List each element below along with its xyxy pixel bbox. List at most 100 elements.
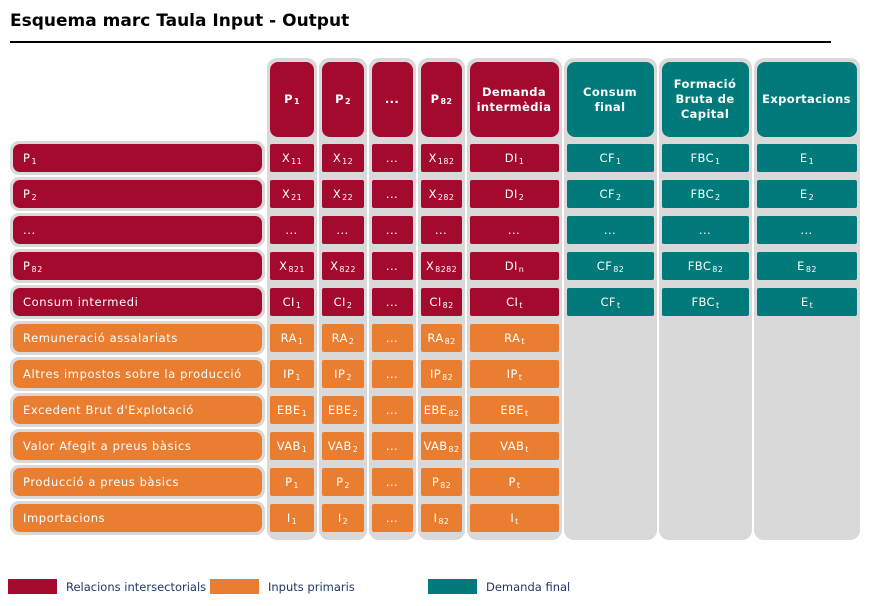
table-cell: ...: [757, 216, 857, 244]
cell-subscript: 82: [448, 444, 460, 454]
cell-text: CF: [596, 259, 613, 273]
cell-text: P: [336, 475, 344, 489]
cell-subscript: t: [518, 372, 523, 382]
cell-subscript: 2: [346, 372, 352, 382]
legend-swatch: [428, 579, 477, 594]
cell-text: P: [285, 475, 293, 489]
cell-text: FBC: [687, 259, 712, 273]
table-cell: EBE 1: [270, 396, 314, 424]
cell-text: X: [279, 259, 288, 273]
cell-subscript: 82: [805, 264, 817, 274]
cell-subscript: 82: [442, 372, 454, 382]
table-cell: CI 1: [270, 288, 314, 316]
cell-text: CI: [282, 295, 295, 309]
cell-text: Consum intermedi: [23, 295, 139, 309]
cell-text: ...: [507, 223, 521, 237]
cell-text: E: [799, 187, 808, 201]
page-title: Esquema marc Taula Input - Output: [10, 11, 350, 31]
cell-subscript: t: [525, 408, 529, 418]
cell-subscript: 2: [31, 192, 38, 202]
cell-text: ...: [698, 223, 712, 237]
cell-subscript: 2: [352, 408, 359, 418]
cell-subscript: 82: [438, 516, 450, 526]
cell-text: X: [330, 259, 339, 273]
cell-text: CI: [429, 295, 442, 309]
table-cell: X 182: [421, 144, 462, 172]
cell-text: ...: [800, 223, 813, 237]
table-cell: CI 2: [322, 288, 364, 316]
cell-text: Consum final: [583, 84, 637, 114]
cell-text: ...: [385, 475, 399, 489]
cell-subscript: 2: [346, 300, 353, 310]
cell-text: P: [508, 475, 516, 489]
cell-text: VAB: [327, 439, 352, 453]
cell-text: VAB: [423, 439, 448, 453]
cell-text: Altres impostos sobre la producció: [23, 367, 242, 381]
cell-text: ...: [385, 151, 399, 165]
table-cell: EBE t: [470, 396, 559, 424]
cell-subscript: 282: [437, 192, 455, 202]
row-header: Consum intermedi: [13, 288, 262, 316]
table-cell: ...: [372, 180, 413, 208]
cell-text: Formació Bruta de Capital: [673, 77, 737, 121]
cell-text: ...: [385, 439, 399, 453]
column-header: Consum final: [567, 62, 654, 137]
cell-subscript: t: [516, 480, 521, 490]
table-cell: IP t: [470, 360, 559, 388]
cell-text: DI: [504, 187, 518, 201]
table-cell: DI 2: [470, 180, 559, 208]
cell-text: ...: [385, 511, 399, 525]
cell-text: X: [425, 259, 435, 273]
cell-text: ...: [385, 367, 399, 381]
table-cell: ...: [372, 324, 413, 352]
table-cell: FBC t: [662, 288, 749, 316]
row-header: ...: [13, 216, 262, 244]
column-header: Formació Bruta de Capital: [662, 62, 749, 137]
cell-subscript: 2: [342, 516, 349, 526]
cell-text: FBC: [690, 187, 715, 201]
cell-subscript: 1: [297, 336, 304, 346]
cell-text: Remuneració assalariats: [23, 331, 178, 345]
cell-text: FBC: [691, 295, 715, 309]
row-header: Producció a preus bàsics: [13, 468, 262, 496]
cell-text: IP: [283, 367, 295, 381]
table-cell: I 82: [421, 504, 462, 532]
table-cell: CF 2: [567, 180, 654, 208]
cell-text: DI: [504, 151, 518, 165]
row-header: Remuneració assalariats: [13, 324, 262, 352]
cell-text: ...: [385, 331, 399, 345]
table-cell: ...: [372, 252, 413, 280]
cell-text: ...: [385, 187, 399, 201]
table-cell: ...: [322, 216, 364, 244]
cell-subscript: 2: [518, 192, 525, 202]
cell-subscript: 12: [342, 156, 354, 166]
table-cell: X 12: [322, 144, 364, 172]
cell-text: Valor Afegit a preus bàsics: [23, 439, 192, 453]
cell-subscript: 82: [442, 300, 454, 310]
cell-text: P: [430, 92, 440, 107]
cell-text: RA: [427, 331, 444, 345]
cell-subscript: 1: [293, 97, 300, 107]
cell-text: Excedent Brut d'Explotació: [23, 403, 194, 417]
table-cell: E 82: [757, 252, 857, 280]
row-header: Excedent Brut d'Explotació: [13, 396, 262, 424]
legend-item: Inputs primaris: [210, 579, 355, 594]
cell-subscript: 2: [808, 192, 815, 202]
column-header: Exportacions: [757, 62, 857, 137]
cell-text: ...: [385, 259, 399, 273]
cell-text: ...: [285, 223, 298, 237]
cell-text: ...: [385, 403, 399, 417]
cell-text: X: [281, 151, 291, 165]
table-cell: ...: [372, 468, 413, 496]
table-cell: ...: [372, 360, 413, 388]
table-cell: X 282: [421, 180, 462, 208]
cell-subscript: 8282: [435, 264, 458, 274]
table-cell: IP 1: [270, 360, 314, 388]
